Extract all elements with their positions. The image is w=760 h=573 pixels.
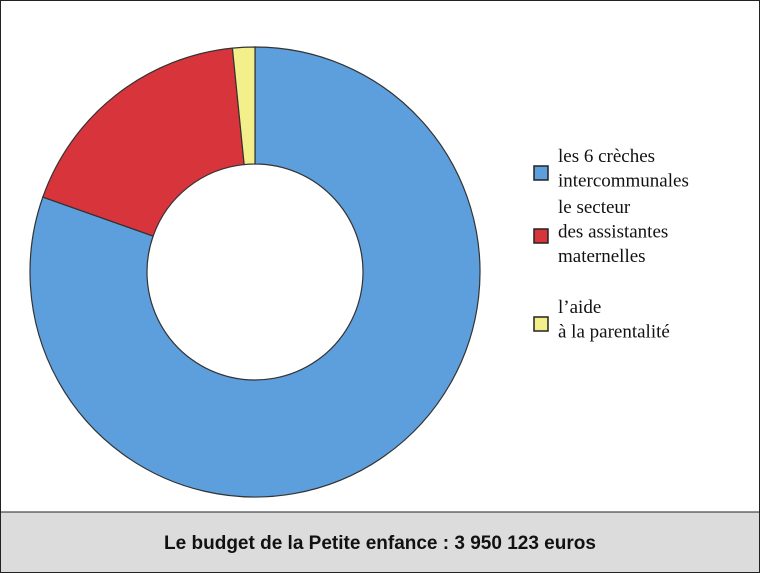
donut-slice [29, 46, 481, 498]
legend-label: à la parentalité [558, 322, 670, 343]
donut-slice [42, 47, 245, 237]
legend-label: maternelles [558, 246, 646, 267]
legend-label: les 6 crèches [558, 146, 655, 167]
legend-swatch [533, 165, 549, 181]
chart-title: Le budget de la Petite enfance : 3 950 1… [164, 533, 596, 554]
legend-swatch [533, 228, 549, 244]
legend-swatch [533, 316, 549, 332]
donut-slice [231, 46, 256, 166]
legend-label: le secteur [558, 197, 631, 218]
footer-band [0, 511, 760, 573]
legend-label: intercommunales [558, 171, 689, 192]
legend-label: des assistantes [558, 222, 668, 243]
legend-label: l’aide [558, 297, 601, 318]
